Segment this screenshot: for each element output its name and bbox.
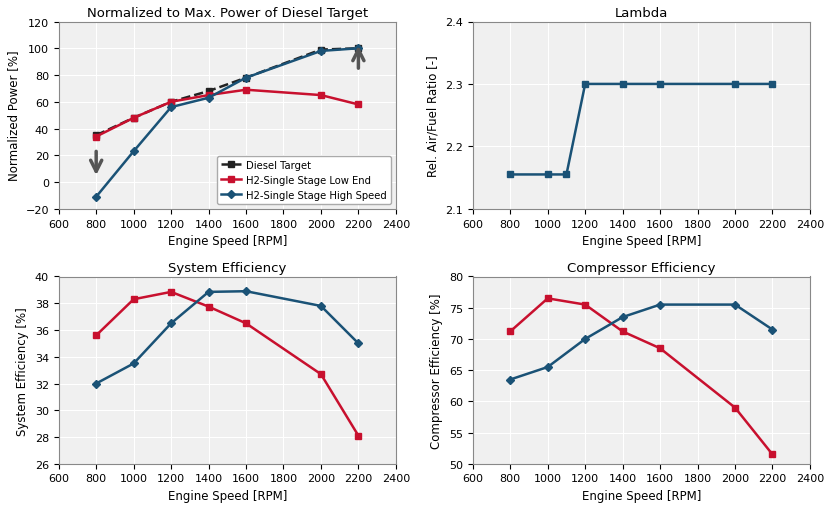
Y-axis label: Rel. Air/Fuel Ratio [-]: Rel. Air/Fuel Ratio [-] [426, 55, 440, 177]
Y-axis label: System Efficiency [%]: System Efficiency [%] [16, 306, 29, 435]
H2-Single Stage Low End [166, 99, 176, 105]
Diesel Target [166, 99, 176, 105]
Title: Normalized to Max. Power of Diesel Target: Normalized to Max. Power of Diesel Targe… [86, 7, 368, 20]
Y-axis label: Compressor Efficiency [%]: Compressor Efficiency [%] [430, 293, 444, 448]
H2-Single Stage High Speed [204, 96, 214, 102]
Legend: Diesel Target, H2-Single Stage Low End, H2-Single Stage High Speed: Diesel Target, H2-Single Stage Low End, … [217, 156, 391, 205]
Line: H2-Single Stage Low End: H2-Single Stage Low End [93, 88, 361, 140]
Diesel Target [353, 46, 363, 52]
Line: H2-Single Stage High Speed: H2-Single Stage High Speed [93, 46, 361, 200]
H2-Single Stage High Speed [316, 49, 326, 55]
H2-Single Stage High Speed [129, 149, 139, 155]
Diesel Target [129, 116, 139, 122]
Diesel Target [91, 133, 101, 139]
Diesel Target [316, 47, 326, 53]
H2-Single Stage High Speed [91, 194, 101, 201]
Title: System Efficiency: System Efficiency [168, 262, 287, 274]
H2-Single Stage High Speed [241, 75, 251, 81]
H2-Single Stage Low End [241, 88, 251, 94]
X-axis label: Engine Speed [RPM]: Engine Speed [RPM] [582, 489, 701, 502]
X-axis label: Engine Speed [RPM]: Engine Speed [RPM] [168, 235, 287, 247]
H2-Single Stage Low End [91, 134, 101, 140]
Line: Diesel Target: Diesel Target [93, 46, 361, 139]
Title: Compressor Efficiency: Compressor Efficiency [567, 262, 715, 274]
Title: Lambda: Lambda [615, 7, 668, 20]
X-axis label: Engine Speed [RPM]: Engine Speed [RPM] [168, 489, 287, 502]
H2-Single Stage High Speed [166, 105, 176, 111]
Y-axis label: Normalized Power [%]: Normalized Power [%] [7, 51, 20, 181]
Diesel Target [204, 89, 214, 95]
H2-Single Stage Low End [353, 102, 363, 108]
H2-Single Stage Low End [129, 116, 139, 122]
H2-Single Stage Low End [316, 93, 326, 99]
Diesel Target [241, 75, 251, 81]
H2-Single Stage High Speed [353, 46, 363, 52]
H2-Single Stage Low End [204, 93, 214, 99]
X-axis label: Engine Speed [RPM]: Engine Speed [RPM] [582, 235, 701, 247]
